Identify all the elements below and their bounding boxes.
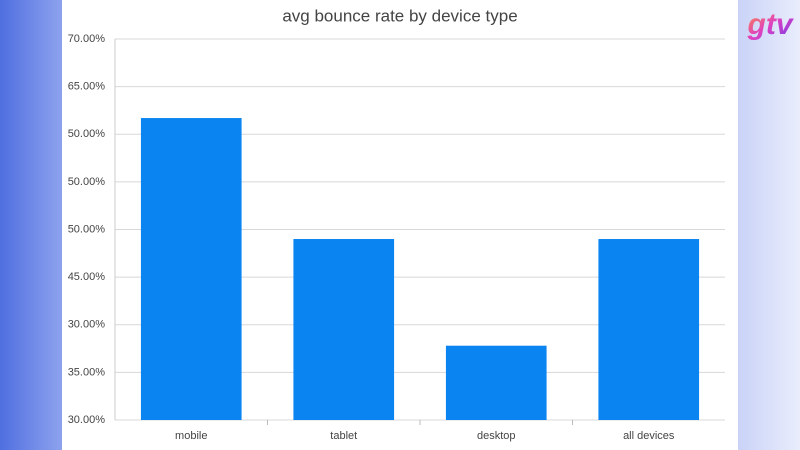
y-tick-label: 65.00%	[68, 81, 106, 93]
x-tick-label: mobile	[175, 430, 207, 442]
y-tick-label: 35.00%	[68, 366, 106, 378]
x-tick-label: all devices	[623, 430, 675, 442]
y-tick-label: 30.00%	[68, 414, 106, 426]
y-tick-label: 30.00%	[68, 319, 106, 331]
bar	[445, 345, 547, 420]
x-tick-label: tablet	[330, 430, 357, 442]
chart-title: avg bounce rate by device type	[282, 6, 517, 25]
y-tick-label: 50.00%	[68, 128, 106, 140]
y-tick-label: 50.00%	[68, 223, 106, 235]
bar	[293, 239, 395, 420]
y-tick-label: 70.00%	[68, 33, 106, 45]
logo: gtv	[747, 8, 795, 41]
bar	[598, 239, 700, 420]
bar	[140, 118, 242, 421]
x-tick-label: desktop	[477, 430, 516, 442]
y-tick-label: 50.00%	[68, 176, 106, 188]
y-tick-label: 45.00%	[68, 271, 106, 283]
